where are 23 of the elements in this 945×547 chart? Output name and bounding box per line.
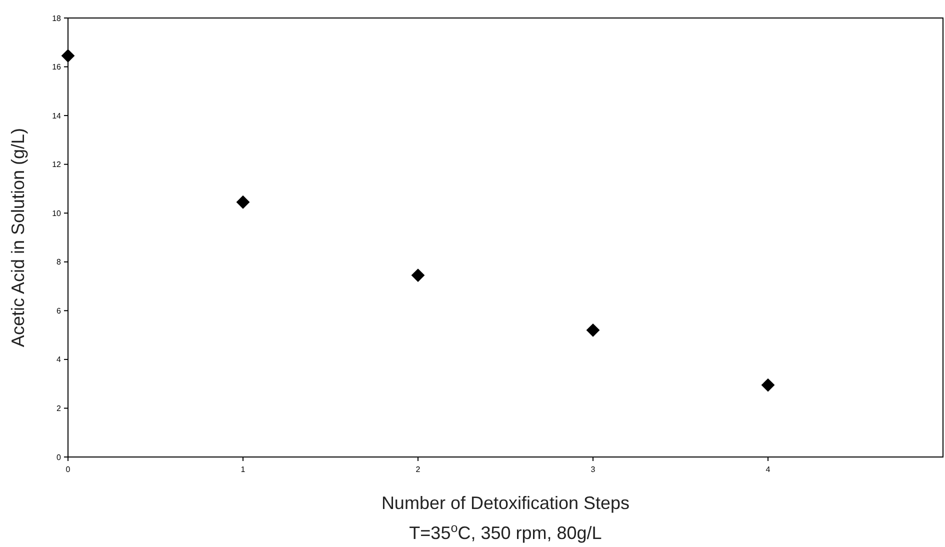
y-tick-label: 12 [52, 160, 62, 170]
x-tick-label: 0 [66, 465, 71, 474]
y-tick-label: 18 [52, 14, 62, 23]
x-tick-label: 4 [766, 465, 771, 474]
y-tick-label: 2 [56, 404, 62, 414]
point [236, 195, 250, 209]
y-axis-title: Acetic Acid in Solution (g/L) [8, 128, 28, 348]
x-tick-label: 3 [590, 465, 596, 474]
point [61, 49, 75, 63]
y-tick-label: 6 [56, 306, 62, 316]
y-tick-label: 10 [52, 208, 62, 218]
x-tick-label: 2 [416, 465, 421, 474]
point [761, 378, 775, 392]
text: T=35$^{o}$C, 350 rpm, 80g/L [409, 521, 602, 543]
y-tick-label: 8 [56, 258, 62, 267]
point [411, 268, 425, 282]
point [586, 323, 600, 337]
x-axis-title: Number of Detoxification Steps [381, 493, 630, 513]
x-tick-label: 1 [240, 465, 246, 474]
y-tick-label: 4 [56, 355, 62, 364]
y-tick-label: 0 [56, 452, 62, 462]
y-tick-label: 16 [52, 62, 62, 72]
y-tick-label: 14 [52, 111, 62, 120]
